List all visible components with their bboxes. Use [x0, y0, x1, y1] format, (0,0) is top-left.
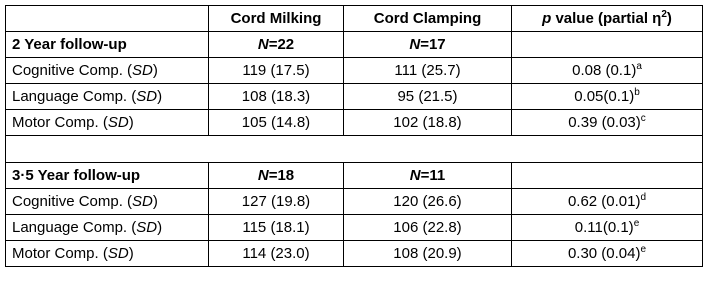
- label-text: Motor Comp. (: [12, 114, 108, 131]
- spacer-row: [5, 135, 703, 163]
- p-cell: 0.05(0.1)b: [511, 83, 703, 110]
- label-text: Cognitive Comp. (: [12, 193, 133, 210]
- label-text: Language Comp. (: [12, 88, 137, 105]
- label-text: ): [157, 88, 163, 105]
- p-footnote: c: [640, 113, 646, 124]
- row-label: Motor Comp. (SD): [5, 240, 209, 267]
- label-italic: SD: [107, 245, 129, 262]
- clamping-cell: 120 (26.6): [343, 188, 512, 215]
- empty-cell: [511, 31, 703, 58]
- p-footnote: b: [634, 87, 640, 98]
- header-text: ): [666, 10, 672, 27]
- p-cell: 0.62 (0.01)d: [511, 188, 703, 215]
- p-footnote: d: [640, 192, 647, 203]
- section-row: 2 Year follow-up N=22 N=17: [5, 31, 703, 58]
- p-value: 0.08 (0.1): [572, 62, 637, 79]
- milking-cell: 119 (17.5): [208, 57, 344, 84]
- blank-cell: [5, 135, 703, 163]
- n-value: =18: [268, 167, 295, 184]
- p-footnote: e: [640, 244, 647, 255]
- p-footnote: e: [633, 218, 640, 229]
- milking-cell: 108 (18.3): [208, 83, 344, 110]
- section-title: 2 Year follow-up: [5, 31, 209, 58]
- n-cell: N=22: [208, 31, 344, 58]
- label-text: Cognitive Comp. (: [12, 62, 133, 79]
- p-value: 0.62 (0.01): [567, 193, 641, 210]
- label-text: ): [128, 114, 134, 131]
- data-row: Language Comp. (SD) 108 (18.3) 95 (21.5) 0.…: [5, 83, 703, 110]
- milking-cell: 127 (19.8): [208, 188, 344, 215]
- n-cell: N=17: [343, 31, 512, 58]
- label-italic: SD: [136, 88, 158, 105]
- row-label: Language Comp. (SD): [5, 83, 209, 110]
- clamping-cell: 102 (18.8): [343, 109, 512, 136]
- p-cell: 0.11(0.1)e: [511, 214, 703, 241]
- clamping-cell: 108 (20.9): [343, 240, 512, 267]
- p-cell: 0.30 (0.04)e: [511, 240, 703, 267]
- n-symbol: N: [257, 36, 269, 53]
- header-text: p: [542, 10, 552, 27]
- section-title: 3·5 Year follow-up: [5, 162, 209, 189]
- header-cell: Cord Clamping: [343, 5, 512, 32]
- label-text: ): [157, 219, 163, 236]
- row-label: Cognitive Comp. (SD): [5, 188, 209, 215]
- label-italic: SD: [132, 62, 153, 79]
- label-text: Language Comp. (: [12, 219, 137, 236]
- milking-cell: 115 (18.1): [208, 214, 344, 241]
- header-row: Cord Milking Cord Clamping p value (part…: [5, 5, 703, 32]
- p-value: 0.11(0.1): [574, 219, 634, 236]
- data-row: Motor Comp. (SD) 105 (14.8) 102 (18.8) 0.39…: [5, 109, 703, 136]
- clamping-cell: 95 (21.5): [343, 83, 512, 110]
- p-cell: 0.08 (0.1)a: [511, 57, 703, 84]
- header-cell: Cord Milking: [208, 5, 344, 32]
- p-footnote: a: [636, 61, 642, 72]
- n-symbol: N: [409, 167, 421, 184]
- row-label: Cognitive Comp. (SD): [5, 57, 209, 84]
- data-row: Cognitive Comp. (SD) 127 (19.8) 120 (26.6)…: [5, 188, 703, 215]
- milking-cell: 105 (14.8): [208, 109, 344, 136]
- header-cell: p value (partial η2): [511, 5, 703, 32]
- n-value: =17: [420, 36, 446, 53]
- header-text: value (partial η: [551, 10, 662, 27]
- label-italic: SD: [136, 219, 158, 236]
- n-cell: N=11: [343, 162, 512, 189]
- p-cell: 0.39 (0.03)c: [511, 109, 703, 136]
- n-symbol: N: [257, 167, 269, 184]
- label-italic: SD: [132, 193, 153, 210]
- n-cell: N=18: [208, 162, 344, 189]
- row-label: Motor Comp. (SD): [5, 109, 209, 136]
- n-value: =22: [268, 36, 295, 53]
- clamping-cell: 106 (22.8): [343, 214, 512, 241]
- clamping-cell: 111 (25.7): [343, 57, 512, 84]
- n-value: =11: [420, 167, 446, 184]
- data-row: Language Comp. (SD) 115 (18.1) 106 (22.8) 0…: [5, 214, 703, 241]
- row-label: Language Comp. (SD): [5, 214, 209, 241]
- p-value: 0.39 (0.03): [568, 114, 641, 131]
- label-italic: SD: [107, 114, 129, 131]
- data-row: Cognitive Comp. (SD) 119 (17.5) 111 (25.7)…: [5, 57, 703, 84]
- results-table: Cord Milking Cord Clamping p value (part…: [5, 5, 703, 267]
- milking-cell: 114 (23.0): [208, 240, 344, 267]
- section-row: 3·5 Year follow-up N=18 N=11: [5, 162, 703, 189]
- data-row: Motor Comp. (SD) 114 (23.0) 108 (20.9) 0.30…: [5, 240, 703, 267]
- label-text: Motor Comp. (: [12, 245, 108, 262]
- n-symbol: N: [409, 36, 421, 53]
- label-text: ): [128, 245, 134, 262]
- empty-cell: [511, 162, 703, 189]
- header-text: 2: [661, 9, 667, 20]
- p-value: 0.30 (0.04): [567, 245, 641, 262]
- p-value: 0.05(0.1): [574, 88, 635, 105]
- label-text: ): [152, 62, 158, 79]
- label-text: ): [152, 193, 158, 210]
- header-cell: [5, 5, 209, 32]
